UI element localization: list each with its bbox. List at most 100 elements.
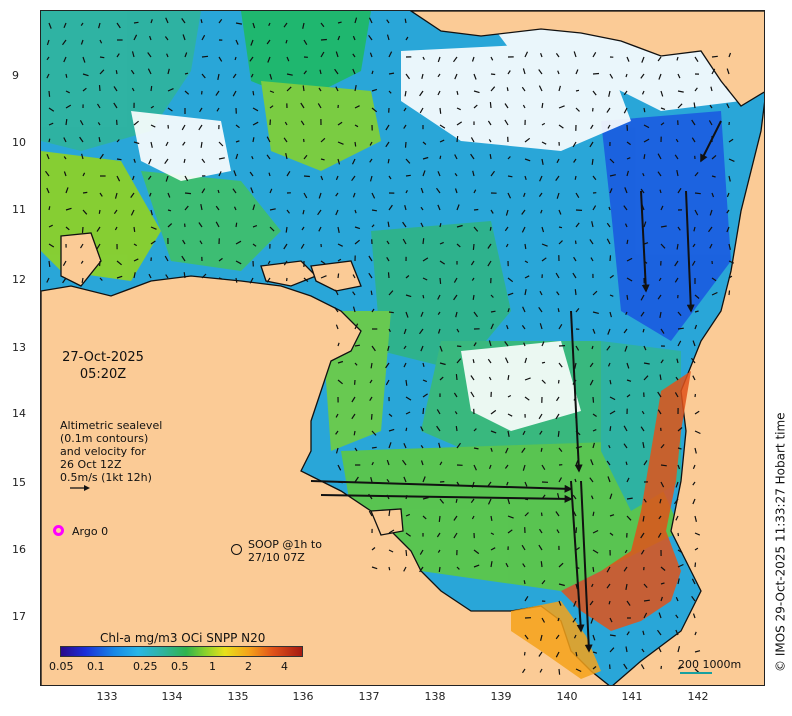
velocity-arrow	[388, 510, 391, 517]
velocity-arrow	[99, 56, 105, 59]
velocity-arrow	[150, 226, 157, 230]
velocity-arrow	[419, 90, 424, 97]
velocity-arrow	[692, 481, 696, 486]
velocity-arrow	[626, 394, 631, 398]
velocity-arrow	[266, 136, 271, 143]
velocity-arrow	[453, 515, 458, 521]
velocity-arrow	[420, 345, 424, 352]
velocity-arrow	[608, 206, 611, 211]
velocity-arrow	[556, 529, 560, 534]
velocity-arrow	[573, 634, 577, 639]
velocity-arrow	[337, 258, 342, 262]
velocity-arrow	[590, 495, 594, 500]
velocity-arrow	[473, 447, 479, 450]
velocity-arrow	[337, 121, 343, 126]
velocity-arrow	[385, 124, 390, 131]
altimetry-line-3: and velocity for	[60, 445, 146, 458]
velocity-arrow	[116, 53, 120, 58]
velocity-arrow	[675, 596, 679, 602]
velocity-arrow	[82, 73, 89, 77]
velocity-arrow	[335, 192, 339, 197]
velocity-arrow	[371, 547, 376, 551]
velocity-arrow	[507, 413, 513, 417]
velocity-arrow	[232, 73, 237, 79]
velocity-arrow	[694, 515, 697, 522]
velocity-arrow	[81, 226, 84, 233]
velocity-arrow	[318, 192, 322, 199]
velocity-arrow	[48, 206, 51, 211]
colorbar-tick-6: 4	[281, 660, 288, 673]
velocity-arrow	[388, 51, 393, 58]
velocity-arrow	[625, 73, 628, 78]
velocity-arrow	[370, 477, 373, 483]
velocity-arrow	[184, 72, 189, 75]
velocity-arrow	[114, 226, 118, 231]
velocity-arrow	[405, 158, 411, 164]
velocity-arrow	[182, 141, 186, 146]
velocity-arrow	[232, 188, 237, 194]
velocity-arrow	[643, 138, 650, 143]
velocity-arrow	[623, 107, 628, 114]
velocity-arrow	[283, 260, 288, 266]
velocity-arrow	[540, 209, 543, 214]
strong-currents	[310, 120, 722, 653]
velocity-arrow	[388, 175, 392, 180]
velocity-arrow	[403, 476, 407, 483]
velocity-arrow	[538, 413, 543, 420]
velocity-arrow	[200, 203, 203, 211]
velocity-arrow	[150, 141, 153, 148]
velocity-arrow	[453, 277, 458, 283]
velocity-arrow	[200, 141, 203, 148]
velocity-arrow	[507, 175, 513, 178]
velocity-arrow	[303, 192, 308, 199]
lat-tick-11: 11	[12, 203, 26, 216]
velocity-arrow	[490, 430, 497, 434]
velocity-arrow	[369, 52, 373, 58]
velocity-arrow	[421, 73, 424, 79]
velocity-arrow	[472, 243, 475, 250]
velocity-arrow	[218, 157, 225, 160]
velocity-arrow	[116, 175, 121, 182]
velocity-arrow	[641, 90, 645, 95]
velocity-arrow	[726, 226, 730, 233]
velocity-arrow	[181, 18, 186, 24]
velocity-arrow	[317, 209, 322, 216]
velocity-arrow	[439, 277, 442, 284]
velocity-arrow	[166, 53, 169, 58]
velocity-arrow	[692, 498, 696, 505]
velocity-arrow	[625, 583, 628, 591]
velocity-arrow	[505, 447, 509, 454]
velocity-arrow	[369, 141, 373, 146]
velocity-arrow	[456, 107, 461, 111]
velocity-arrow	[643, 460, 648, 466]
velocity-arrow	[643, 107, 646, 113]
velocity-arrow	[504, 103, 509, 109]
velocity-arrow	[659, 374, 662, 381]
velocity-arrow	[352, 291, 356, 296]
velocity-arrow	[623, 443, 628, 449]
velocity-arrow	[694, 447, 697, 454]
velocity-arrow	[490, 561, 493, 568]
velocity-arrow	[250, 187, 254, 194]
velocity-arrow	[352, 53, 356, 58]
velocity-arrow	[235, 240, 242, 245]
velocity-arrow	[676, 358, 679, 364]
velocity-arrow	[48, 90, 51, 97]
velocity-arrow	[456, 243, 461, 248]
lon-tick-141: 141	[621, 690, 643, 703]
velocity-arrow	[436, 409, 441, 415]
velocity-arrow	[405, 174, 411, 177]
velocity-arrow	[422, 56, 425, 60]
velocity-arrow	[252, 107, 259, 112]
velocity-arrow	[352, 274, 356, 279]
velocity-arrow	[131, 51, 135, 58]
velocity-arrow	[590, 124, 594, 130]
velocity-arrow	[48, 138, 51, 143]
velocity-arrow	[303, 154, 308, 160]
velocity-arrow	[249, 171, 254, 177]
velocity-arrow	[422, 141, 427, 145]
velocity-arrow	[334, 306, 339, 313]
velocity-arrow	[558, 209, 562, 215]
colorbar-tick-3: 0.5	[171, 660, 189, 673]
velocity-arrow	[386, 34, 390, 41]
